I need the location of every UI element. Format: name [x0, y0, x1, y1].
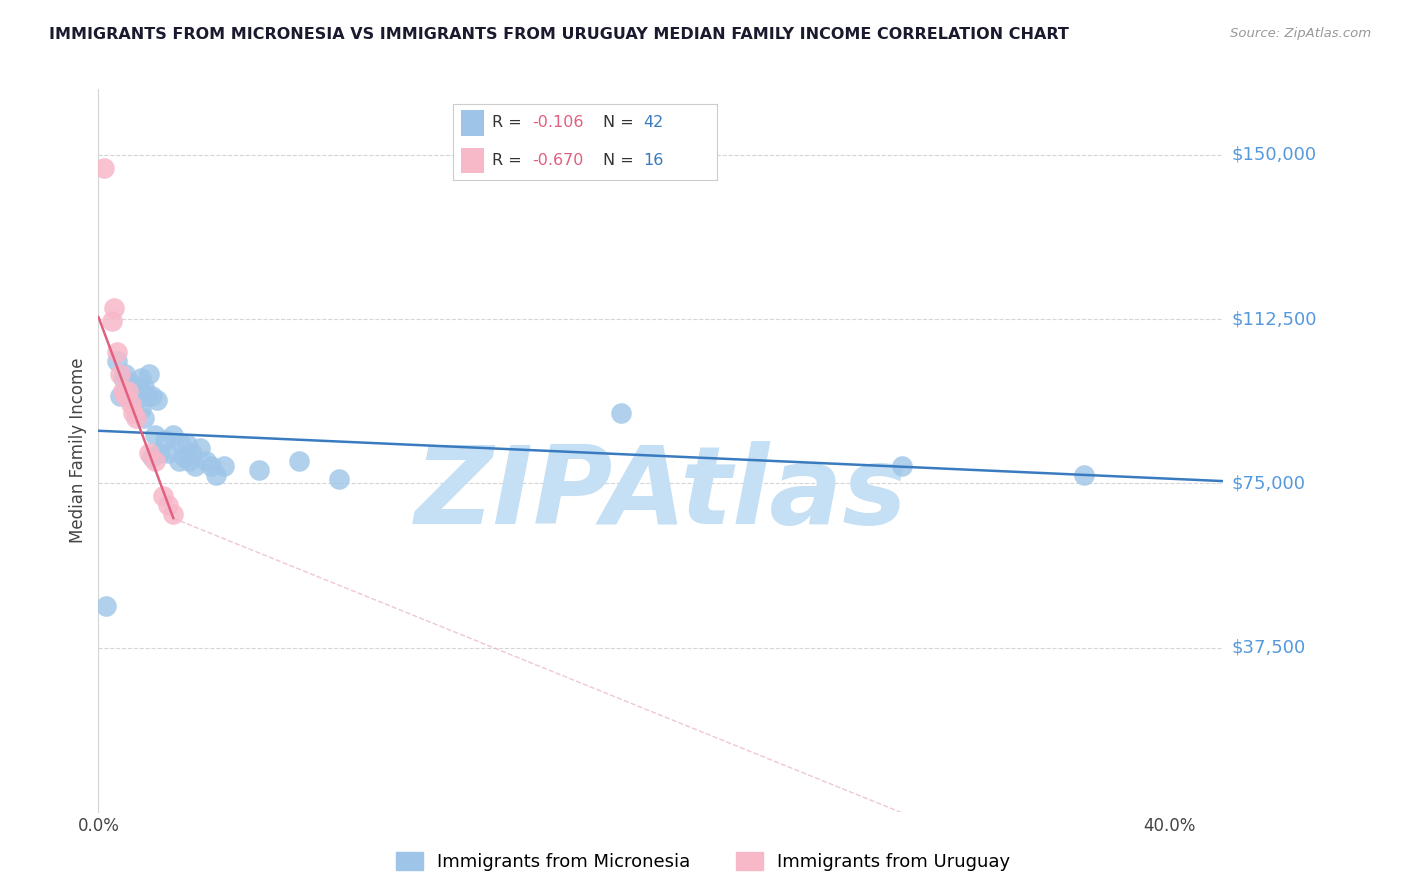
Point	[157, 498, 180, 512]
Point	[108, 367, 131, 381]
Point	[1073, 467, 1095, 482]
Point	[125, 393, 148, 408]
Point	[149, 445, 172, 459]
Point	[181, 445, 204, 459]
Point	[184, 458, 207, 473]
Point	[200, 458, 222, 473]
Point	[141, 389, 163, 403]
Text: IMMIGRANTS FROM MICRONESIA VS IMMIGRANTS FROM URUGUAY MEDIAN FAMILY INCOME CORRE: IMMIGRANTS FROM MICRONESIA VS IMMIGRANTS…	[49, 27, 1069, 42]
Point	[129, 401, 152, 416]
Point	[101, 314, 124, 328]
Point	[111, 371, 134, 385]
Text: ZIPAtlas: ZIPAtlas	[415, 441, 907, 547]
Point	[122, 384, 145, 399]
Point	[93, 161, 115, 175]
Point	[155, 433, 177, 447]
Point	[194, 454, 217, 468]
Point	[143, 454, 166, 468]
Point	[128, 380, 150, 394]
Text: $112,500: $112,500	[1232, 310, 1317, 328]
Point	[141, 450, 163, 464]
Point	[179, 454, 201, 468]
Point	[157, 445, 180, 459]
Point	[132, 380, 155, 394]
Point	[173, 450, 195, 464]
Text: $150,000: $150,000	[1232, 146, 1316, 164]
Point	[114, 389, 136, 403]
Point	[138, 445, 160, 459]
Point	[96, 599, 118, 613]
Point	[117, 380, 139, 394]
Y-axis label: Median Family Income: Median Family Income	[69, 358, 87, 543]
Point	[609, 406, 631, 420]
Point	[114, 367, 136, 381]
Point	[132, 410, 155, 425]
Point	[117, 384, 139, 399]
Point	[108, 389, 131, 403]
Point	[214, 458, 236, 473]
Text: $37,500: $37,500	[1232, 639, 1306, 657]
Point	[162, 507, 184, 521]
Legend: Immigrants from Micronesia, Immigrants from Uruguay: Immigrants from Micronesia, Immigrants f…	[388, 845, 1018, 879]
Point	[143, 428, 166, 442]
Point	[111, 384, 134, 399]
Point	[152, 490, 174, 504]
Point	[170, 437, 193, 451]
Point	[105, 353, 128, 368]
Point	[103, 301, 125, 315]
Point	[129, 371, 152, 385]
Text: $75,000: $75,000	[1232, 475, 1306, 492]
Point	[125, 410, 148, 425]
Point	[890, 458, 912, 473]
Point	[162, 428, 184, 442]
Point	[135, 389, 157, 403]
Point	[167, 454, 190, 468]
Point	[188, 442, 211, 456]
Point	[122, 406, 145, 420]
Point	[288, 454, 311, 468]
Point	[138, 367, 160, 381]
Point	[120, 376, 142, 390]
Text: Source: ZipAtlas.com: Source: ZipAtlas.com	[1230, 27, 1371, 40]
Point	[328, 472, 350, 486]
Point	[176, 437, 198, 451]
Point	[105, 345, 128, 359]
Point	[120, 397, 142, 411]
Point	[146, 393, 169, 408]
Point	[205, 467, 228, 482]
Point	[247, 463, 270, 477]
